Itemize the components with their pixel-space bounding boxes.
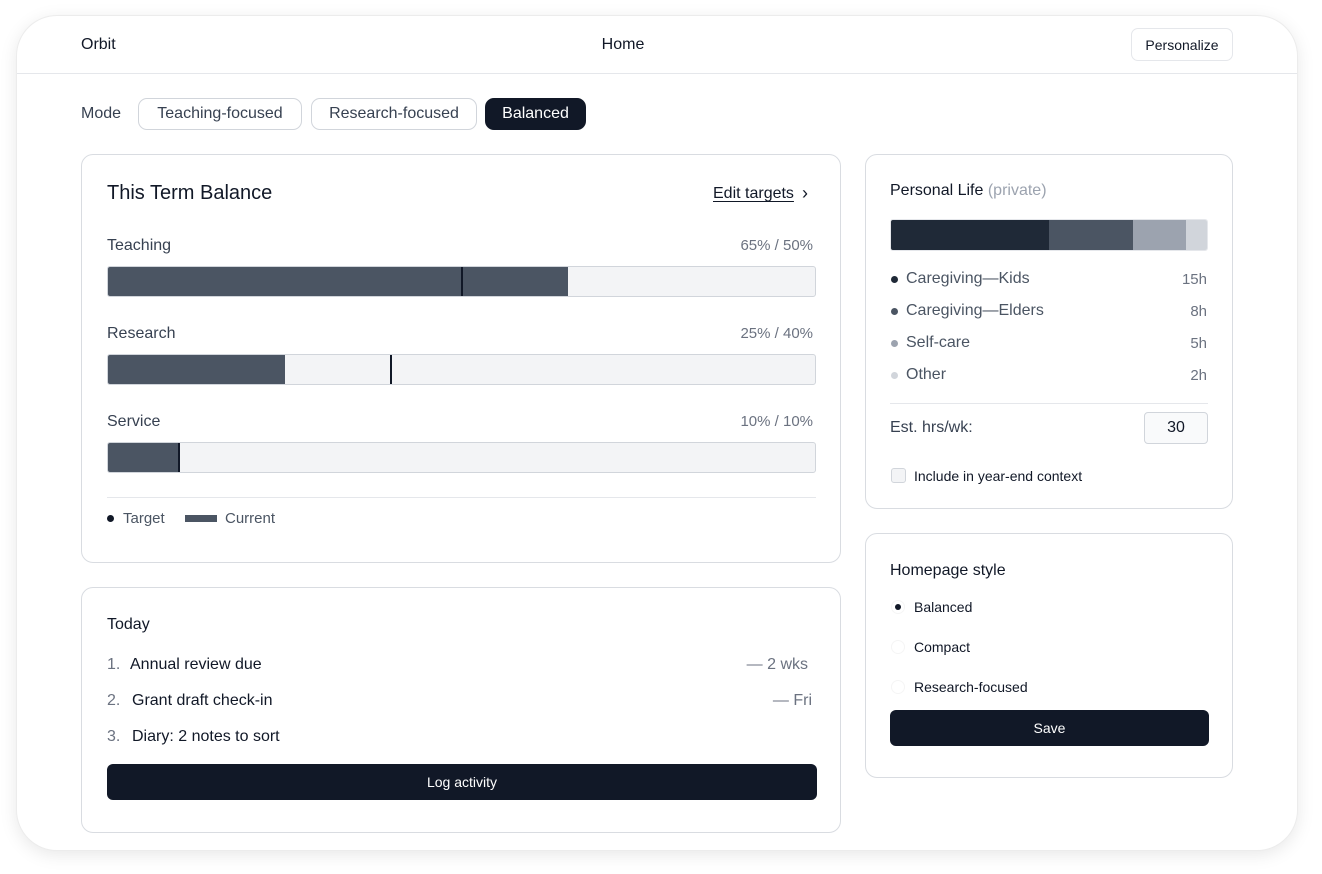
today-card: Today 1. Annual review due — 2 wks 2. Gr… bbox=[81, 587, 841, 833]
segment-caregiving-kids bbox=[891, 220, 1049, 250]
target-marker-service bbox=[177, 443, 180, 472]
category-hours: 5h bbox=[1190, 335, 1207, 352]
category-hours: 2h bbox=[1190, 367, 1207, 384]
app-window: Orbit Home Personalize Mode Teaching-foc… bbox=[17, 16, 1297, 850]
include-year-end-checkbox[interactable] bbox=[891, 468, 906, 483]
personal-life-divider bbox=[890, 403, 1208, 404]
mode-balanced-button[interactable]: Balanced bbox=[485, 98, 586, 130]
current-legend-swatch-icon bbox=[185, 515, 217, 522]
task-due: — Fri bbox=[772, 692, 812, 709]
target-legend-dot-icon bbox=[107, 515, 114, 522]
progress-track-service bbox=[107, 442, 816, 473]
category-name: Caregiving—Kids bbox=[906, 270, 1030, 287]
metric-value-teaching: 65% / 50% bbox=[740, 237, 813, 254]
category-name: Other bbox=[906, 366, 947, 383]
progress-track-research bbox=[107, 354, 816, 385]
est-hours-label: Est. hrs/wk: bbox=[890, 419, 973, 436]
personalize-button[interactable]: Personalize bbox=[1131, 28, 1233, 61]
metric-name-teaching: Teaching bbox=[107, 237, 172, 254]
radio-label-compact[interactable]: Compact bbox=[914, 639, 971, 655]
radio-label-balanced[interactable]: Balanced bbox=[914, 599, 973, 615]
task-number: 2. bbox=[107, 692, 121, 709]
current-fill-research bbox=[108, 355, 285, 384]
term-balance-card: This Term Balance Edit targets › Teachin… bbox=[81, 154, 841, 563]
radio-label-research-focused[interactable]: Research-focused bbox=[914, 679, 1028, 695]
category-dot-icon bbox=[891, 340, 898, 347]
radio-compact[interactable] bbox=[891, 640, 905, 654]
radio-research-focused[interactable] bbox=[891, 680, 905, 694]
personal-life-title: Personal Life (private) bbox=[890, 182, 1047, 200]
metric-value-service: 10% / 10% bbox=[740, 413, 813, 430]
current-fill-teaching bbox=[108, 267, 568, 296]
task-text[interactable]: Grant draft check-in bbox=[132, 692, 273, 709]
segment-other bbox=[1185, 220, 1207, 250]
save-button[interactable]: Save bbox=[890, 710, 1209, 746]
est-hours-input[interactable] bbox=[1144, 412, 1208, 444]
personal-life-heading: Personal Life bbox=[890, 182, 984, 199]
legend-divider bbox=[107, 497, 816, 498]
category-hours: 15h bbox=[1181, 271, 1207, 288]
category-dot-icon bbox=[891, 372, 898, 379]
metric-value-research: 25% / 40% bbox=[740, 325, 813, 342]
mode-label: Mode bbox=[81, 105, 122, 122]
task-number: 3. bbox=[107, 728, 121, 745]
homepage-style-title: Homepage style bbox=[890, 562, 1006, 579]
segment-caregiving-elders bbox=[1049, 220, 1134, 250]
mode-research-focused-button[interactable]: Research-focused bbox=[311, 98, 477, 130]
radio-balanced[interactable] bbox=[891, 600, 905, 614]
metric-name-service: Service bbox=[107, 413, 161, 430]
category-dot-icon bbox=[891, 276, 898, 283]
chevron-right-icon[interactable]: › bbox=[802, 183, 808, 203]
today-title: Today bbox=[107, 616, 150, 633]
task-text[interactable]: Annual review due bbox=[130, 656, 262, 673]
brand-logo: Orbit bbox=[81, 36, 116, 53]
time-allocation-stacked-bar bbox=[890, 219, 1208, 251]
category-name: Self-care bbox=[906, 334, 971, 351]
top-bar: Orbit Home Personalize bbox=[17, 16, 1297, 74]
mode-teaching-focused-button[interactable]: Teaching-focused bbox=[138, 98, 302, 130]
segment-self-care bbox=[1133, 220, 1186, 250]
page-title: Home bbox=[601, 36, 645, 53]
category-dot-icon bbox=[891, 308, 898, 315]
private-label: (private) bbox=[987, 182, 1047, 199]
legend-current-label: Current bbox=[225, 510, 276, 527]
task-number: 1. bbox=[107, 656, 121, 673]
current-fill-service bbox=[108, 443, 179, 472]
target-marker-research bbox=[389, 355, 392, 384]
edit-targets-link[interactable]: Edit targets bbox=[713, 185, 794, 202]
task-due: — 2 wks bbox=[746, 656, 808, 673]
homepage-style-card: Homepage style Balanced Compact Research… bbox=[865, 533, 1233, 778]
log-activity-button[interactable]: Log activity bbox=[107, 764, 817, 800]
metric-name-research: Research bbox=[107, 325, 176, 342]
progress-track-teaching bbox=[107, 266, 816, 297]
target-marker-teaching bbox=[460, 267, 463, 296]
personal-life-card: Personal Life (private) Caregiving—Kids … bbox=[865, 154, 1233, 509]
task-text[interactable]: Diary: 2 notes to sort bbox=[132, 728, 280, 745]
legend-target-label: Target bbox=[123, 510, 165, 527]
category-name: Caregiving—Elders bbox=[906, 302, 1044, 319]
category-hours: 8h bbox=[1190, 303, 1207, 320]
term-balance-title: This Term Balance bbox=[107, 182, 273, 204]
include-year-end-label[interactable]: Include in year-end context bbox=[914, 468, 1083, 484]
